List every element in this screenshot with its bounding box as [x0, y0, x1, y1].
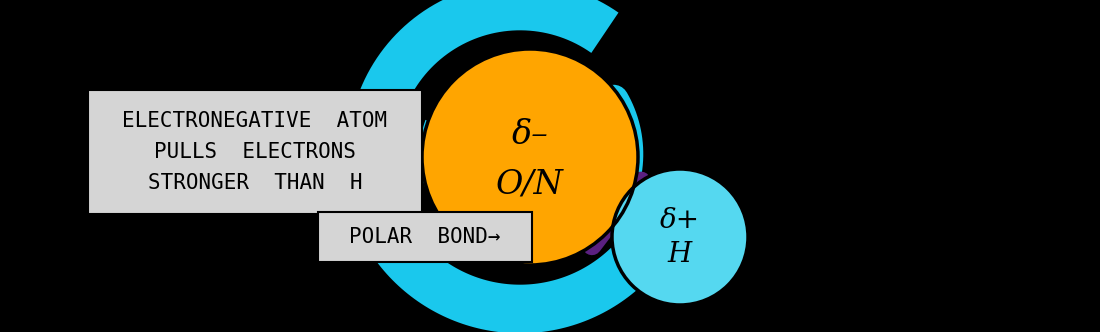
Text: ELECTRONEGATIVE  ATOM
PULLS  ELECTRONS
STRONGER  THAN  H: ELECTRONEGATIVE ATOM PULLS ELECTRONS STR… [122, 111, 387, 193]
Text: POLAR  BOND→: POLAR BOND→ [350, 227, 500, 247]
FancyBboxPatch shape [318, 212, 532, 262]
Text: δ–: δ– [512, 119, 549, 151]
Text: O/N: O/N [496, 169, 564, 201]
Text: δ+: δ+ [660, 208, 700, 234]
Text: H: H [668, 241, 692, 269]
FancyBboxPatch shape [88, 90, 422, 214]
Circle shape [612, 169, 748, 305]
Circle shape [422, 49, 638, 265]
